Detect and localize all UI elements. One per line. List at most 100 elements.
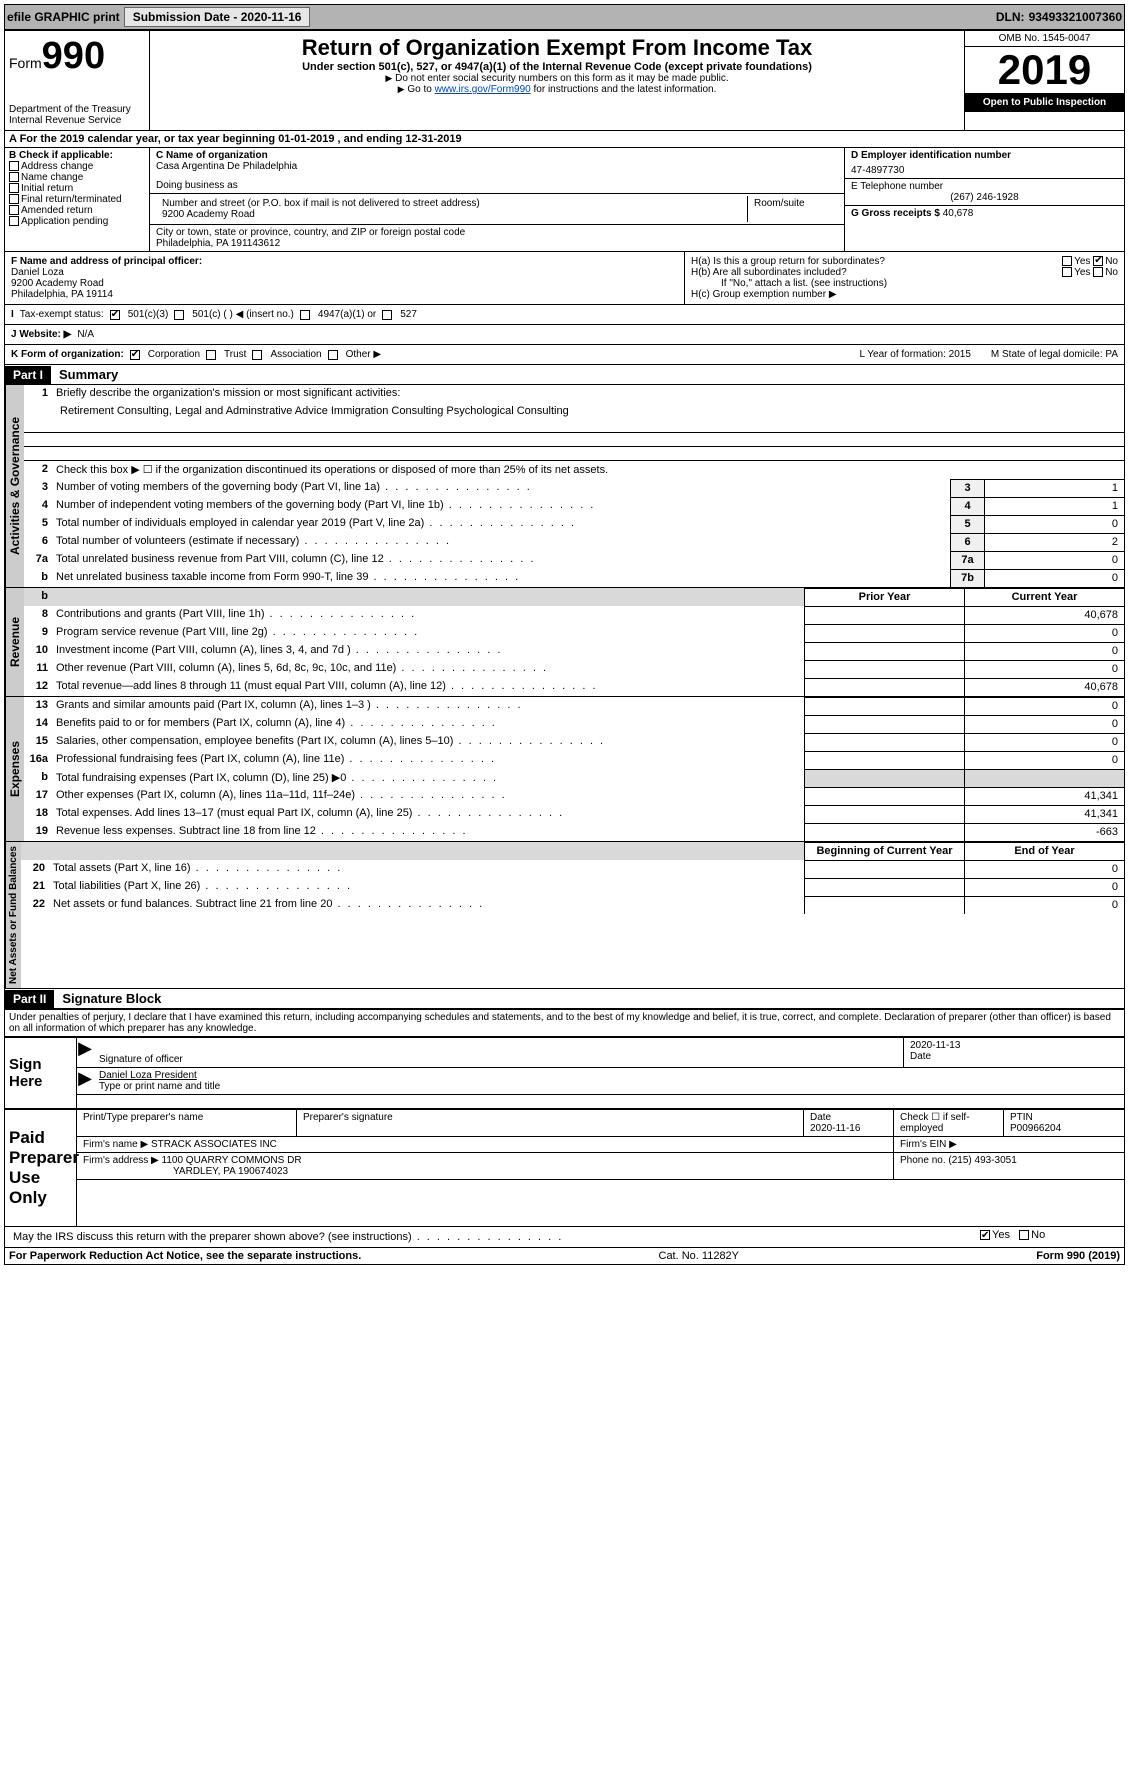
omb-number: OMB No. 1545-0047 bbox=[965, 31, 1124, 47]
prep-date: 2020-11-16 bbox=[810, 1123, 887, 1134]
summary-line: 3Number of voting members of the governi… bbox=[24, 479, 1124, 497]
form-title: Return of Organization Exempt From Incom… bbox=[156, 35, 958, 61]
dln-label: DLN: bbox=[996, 10, 1025, 24]
summary-line: 19Revenue less expenses. Subtract line 1… bbox=[24, 823, 1124, 841]
perjury-text: Under penalties of perjury, I declare th… bbox=[5, 1009, 1124, 1036]
summary-line: 20Total assets (Part X, line 16)0 bbox=[21, 860, 1124, 878]
cb-hb-yes[interactable] bbox=[1062, 267, 1072, 277]
section-netassets: Net Assets or Fund Balances Beginning of… bbox=[5, 842, 1124, 989]
part1-header: Part I Summary bbox=[5, 365, 1124, 385]
cb-trust[interactable] bbox=[206, 350, 216, 360]
header-mid: Return of Organization Exempt From Incom… bbox=[150, 31, 964, 130]
summary-line: 10Investment income (Part VIII, column (… bbox=[24, 642, 1124, 660]
summary-line: 14Benefits paid to or for members (Part … bbox=[24, 715, 1124, 733]
tax-year: 2019 bbox=[965, 47, 1124, 93]
cb-address-change[interactable] bbox=[9, 161, 19, 171]
sign-here-block: Sign Here ▶ Signature of officer 2020-11… bbox=[5, 1036, 1124, 1108]
firm-phone: (215) 493-3051 bbox=[948, 1155, 1016, 1166]
box-b: B Check if applicable: Address change Na… bbox=[5, 148, 150, 251]
section-expenses: Expenses 13Grants and similar amounts pa… bbox=[5, 697, 1124, 842]
cb-corp[interactable] bbox=[130, 350, 140, 360]
part2-header: Part II Signature Block bbox=[5, 989, 1124, 1009]
cb-final-return[interactable] bbox=[9, 194, 19, 204]
discuss-question: May the IRS discuss this return with the… bbox=[9, 1229, 980, 1245]
submission-date-button[interactable]: Submission Date - 2020-11-16 bbox=[124, 7, 311, 27]
dln-value: 93493321007360 bbox=[1029, 10, 1122, 24]
firm-name: STRACK ASSOCIATES INC bbox=[151, 1139, 277, 1150]
form-header: Form990 Department of the Treasury Inter… bbox=[5, 31, 1124, 131]
cb-initial-return[interactable] bbox=[9, 183, 19, 193]
row-k: K Form of organization: Corporation Trus… bbox=[5, 345, 1124, 365]
tab-netassets: Net Assets or Fund Balances bbox=[5, 842, 21, 988]
irs-link[interactable]: www.irs.gov/Form990 bbox=[435, 84, 531, 95]
org-city: Philadelphia, PA 191143612 bbox=[156, 238, 838, 249]
telephone: (267) 246-1928 bbox=[851, 192, 1118, 203]
year-formation: L Year of formation: 2015 bbox=[860, 349, 971, 360]
ein: 47-4897730 bbox=[851, 161, 1118, 176]
row-fh: F Name and address of principal officer:… bbox=[5, 252, 1124, 305]
officer-signed-name: Daniel Loza President bbox=[99, 1070, 1118, 1081]
summary-line: 17Other expenses (Part IX, column (A), l… bbox=[24, 787, 1124, 805]
summary-line: 8Contributions and grants (Part VIII, li… bbox=[24, 606, 1124, 624]
cb-ha-no[interactable] bbox=[1093, 256, 1103, 266]
state-domicile: M State of legal domicile: PA bbox=[991, 349, 1118, 360]
dept-treasury: Department of the Treasury Internal Reve… bbox=[9, 104, 145, 126]
summary-line: 18Total expenses. Add lines 13–17 (must … bbox=[24, 805, 1124, 823]
cb-501c[interactable] bbox=[174, 310, 184, 320]
cb-other[interactable] bbox=[328, 350, 338, 360]
tab-expenses: Expenses bbox=[5, 697, 24, 841]
cb-ha-yes[interactable] bbox=[1062, 256, 1072, 266]
cb-amended[interactable] bbox=[9, 205, 19, 215]
summary-line: bNet unrelated business taxable income f… bbox=[24, 569, 1124, 587]
summary-line: 22Net assets or fund balances. Subtract … bbox=[21, 896, 1124, 914]
cb-527[interactable] bbox=[382, 310, 392, 320]
section-governance: Activities & Governance 1Briefly describ… bbox=[5, 385, 1124, 588]
summary-line: bTotal fundraising expenses (Part IX, co… bbox=[24, 769, 1124, 787]
header-right: OMB No. 1545-0047 2019 Open to Public In… bbox=[964, 31, 1124, 130]
form-990: Form990 Department of the Treasury Inter… bbox=[4, 30, 1125, 1265]
summary-line: 15Salaries, other compensation, employee… bbox=[24, 733, 1124, 751]
website: N/A bbox=[77, 329, 94, 340]
topbar: efile GRAPHIC print Submission Date - 20… bbox=[4, 4, 1125, 30]
summary-line: 21Total liabilities (Part X, line 26)0 bbox=[21, 878, 1124, 896]
cb-discuss-yes[interactable] bbox=[980, 1230, 990, 1240]
org-address: 9200 Academy Road bbox=[162, 209, 741, 220]
ptin: P00966204 bbox=[1010, 1123, 1118, 1134]
summary-line: 11Other revenue (Part VIII, column (A), … bbox=[24, 660, 1124, 678]
mission-text: Retirement Consulting, Legal and Adminst… bbox=[24, 403, 1124, 419]
identity-grid: B Check if applicable: Address change Na… bbox=[5, 148, 1124, 252]
tab-governance: Activities & Governance bbox=[5, 385, 24, 587]
open-public: Open to Public Inspection bbox=[965, 93, 1124, 112]
summary-line: 13Grants and similar amounts paid (Part … bbox=[24, 697, 1124, 715]
footer: For Paperwork Reduction Act Notice, see … bbox=[5, 1247, 1124, 1264]
summary-line: 6Total number of volunteers (estimate if… bbox=[24, 533, 1124, 551]
cb-assoc[interactable] bbox=[252, 350, 262, 360]
summary-line: 16aProfessional fundraising fees (Part I… bbox=[24, 751, 1124, 769]
summary-line: 4Number of independent voting members of… bbox=[24, 497, 1124, 515]
officer-name: Daniel Loza bbox=[11, 267, 64, 278]
tab-revenue: Revenue bbox=[5, 588, 24, 696]
summary-line: 9Program service revenue (Part VIII, lin… bbox=[24, 624, 1124, 642]
box-c: C Name of organization Casa Argentina De… bbox=[150, 148, 844, 251]
sign-date: 2020-11-13 bbox=[910, 1040, 1118, 1051]
paid-preparer-block: Paid Preparer Use Only Print/Type prepar… bbox=[5, 1108, 1124, 1226]
cb-discuss-no[interactable] bbox=[1019, 1230, 1029, 1240]
summary-line: 5Total number of individuals employed in… bbox=[24, 515, 1124, 533]
summary-line: 12Total revenue—add lines 8 through 11 (… bbox=[24, 678, 1124, 696]
cb-4947[interactable] bbox=[300, 310, 310, 320]
section-revenue: Revenue b Prior Year Current Year 8Contr… bbox=[5, 588, 1124, 697]
cb-501c3[interactable] bbox=[110, 310, 120, 320]
efile-label: efile GRAPHIC print bbox=[7, 10, 120, 24]
header-left: Form990 Department of the Treasury Inter… bbox=[5, 31, 150, 130]
row-a-period: A For the 2019 calendar year, or tax yea… bbox=[5, 131, 1124, 148]
summary-line: 7aTotal unrelated business revenue from … bbox=[24, 551, 1124, 569]
row-i: I Tax-exempt status: 501(c)(3) 501(c) ( … bbox=[5, 305, 1124, 325]
row-j: J Website: ▶ N/A bbox=[5, 325, 1124, 345]
cb-hb-no[interactable] bbox=[1093, 267, 1103, 277]
cb-app-pending[interactable] bbox=[9, 216, 19, 226]
box-d: D Employer identification number 47-4897… bbox=[844, 148, 1124, 251]
org-name: Casa Argentina De Philadelphia bbox=[156, 161, 838, 172]
firm-address: 1100 QUARRY COMMONS DR bbox=[162, 1155, 302, 1166]
cb-name-change[interactable] bbox=[9, 172, 19, 182]
gross-receipts: 40,678 bbox=[943, 208, 974, 219]
